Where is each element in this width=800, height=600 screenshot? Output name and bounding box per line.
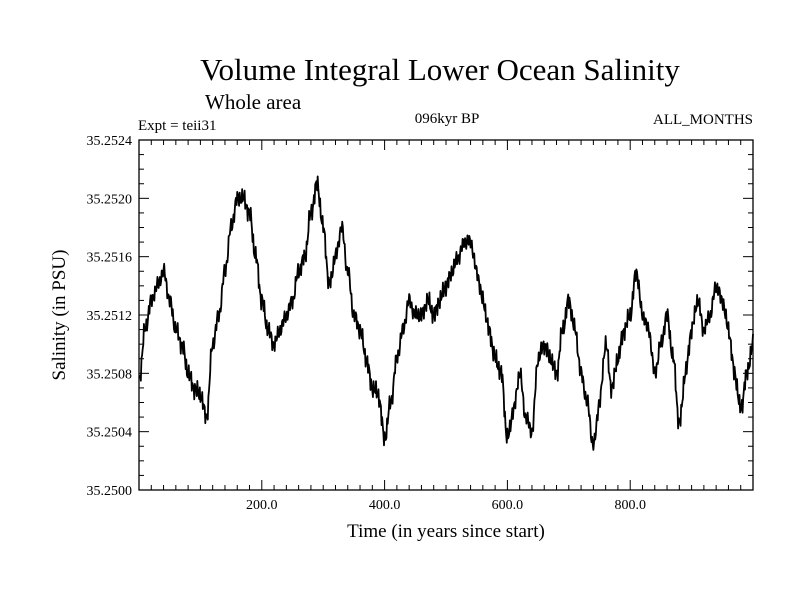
axis-tick-labels: 200.0 400.0 600.0 800.0 35.2500 35.2504 35.250… (87, 134, 646, 513)
chart-subtitle: Whole area (205, 90, 302, 114)
plot-frame (138, 139, 754, 491)
x-tick-label: 600.0 (492, 498, 524, 513)
x-tick-label: 800.0 (614, 498, 646, 513)
y-axis-label: Salinity (in PSU) (49, 250, 70, 381)
y-tick-label: 35.2500 (87, 484, 133, 499)
y-tick-label: 35.2524 (87, 134, 133, 149)
x-axis-label: Time (in years since start) (347, 521, 545, 542)
y-tick-label: 35.2504 (87, 426, 133, 441)
experiment-label: Expt = teii31 (138, 118, 216, 134)
x-tick-label: 400.0 (369, 498, 401, 513)
x-tick-label: 200.0 (246, 498, 278, 513)
y-tick-label: 35.2516 (87, 251, 133, 266)
y-tick-label: 35.2520 (87, 192, 133, 207)
chart-title: Volume Integral Lower Ocean Salinity (200, 52, 680, 87)
salinity-series-line (138, 175, 754, 451)
y-tick-label: 35.2508 (87, 367, 133, 382)
period-label: 096kyr BP (415, 111, 480, 127)
y-tick-label: 35.2512 (87, 309, 133, 324)
months-label: ALL_MONTHS (653, 112, 753, 128)
axis-ticks (138, 139, 754, 491)
